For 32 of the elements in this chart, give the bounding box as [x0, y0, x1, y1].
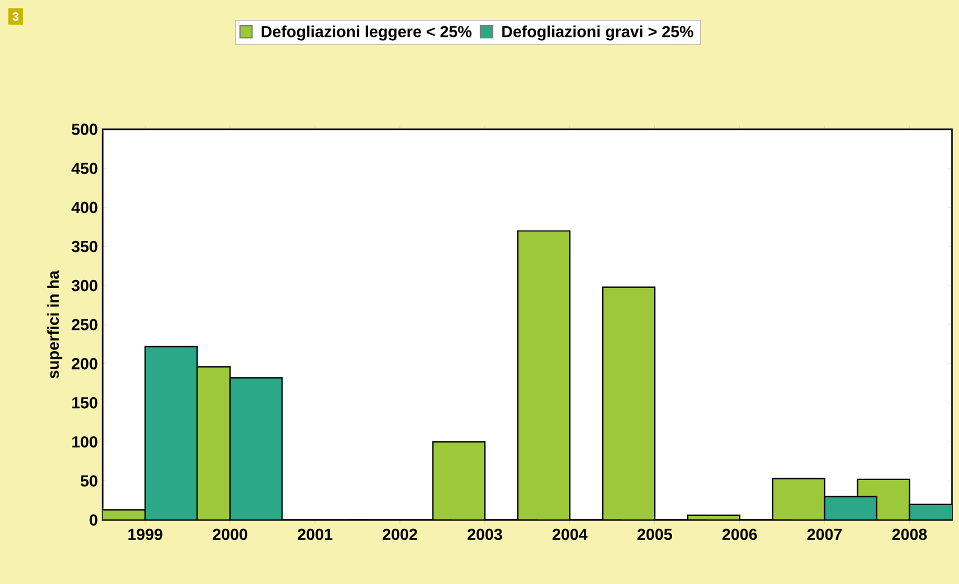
y-tick-label: 350 — [72, 240, 98, 252]
x-tick-label: 2004 — [552, 528, 588, 540]
y-tick-label: 50 — [80, 475, 98, 487]
y-tick-label: 500 — [72, 124, 98, 135]
bar — [824, 496, 877, 520]
y-tick-label: 150 — [72, 397, 98, 408]
y-tick-label: 300 — [72, 280, 98, 292]
bar — [772, 478, 825, 520]
x-tick-label: 2001 — [298, 528, 332, 540]
x-tick-label: 2007 — [807, 528, 842, 540]
y-tick-label: 0 — [90, 514, 98, 526]
bar — [432, 442, 485, 520]
bar — [145, 346, 198, 520]
y-axis-title: superfici in ha — [47, 270, 62, 378]
text: 3 — [12, 12, 19, 21]
legend-label: Defogliazioni leggere < 25% — [262, 26, 472, 41]
y-tick-label: 100 — [72, 436, 98, 448]
y-tick-label: 450 — [72, 162, 98, 174]
x-tick-label: 2008 — [892, 528, 927, 540]
y-tick-label: 400 — [72, 202, 98, 214]
y-tick-label: 200 — [72, 358, 98, 370]
x-tick-label: 2002 — [382, 528, 418, 540]
x-tick-label: 1999 — [128, 528, 162, 540]
x-tick-label: 2000 — [212, 528, 248, 540]
legend-label: Defogliazioni gravi > 25% — [502, 26, 694, 41]
bar — [518, 230, 570, 520]
x-tick-label: 2005 — [638, 528, 672, 540]
bar — [602, 287, 655, 520]
y-tick-label: 250 — [72, 318, 98, 330]
x-tick-label: 2003 — [468, 528, 502, 540]
x-tick-label: 2006 — [722, 528, 757, 540]
bar — [230, 378, 282, 520]
